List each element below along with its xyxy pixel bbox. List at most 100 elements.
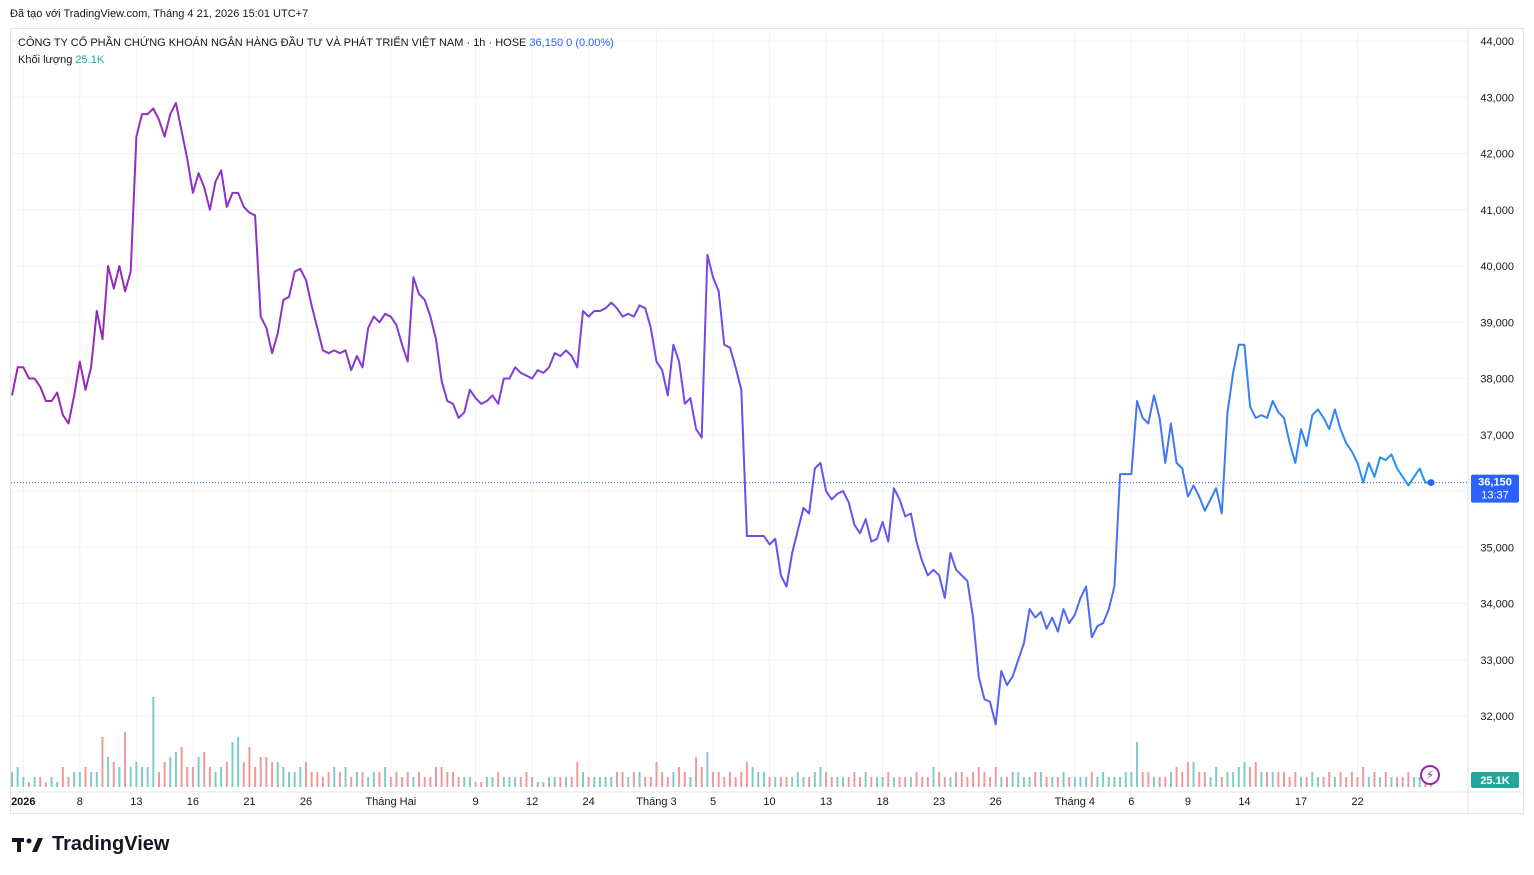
volume-bar	[859, 777, 862, 787]
volume-bar	[1345, 777, 1348, 787]
volume-bar	[989, 777, 992, 787]
chart-header-text: Đã tạo với TradingView.com, Tháng 4 21, …	[10, 8, 309, 20]
volume-bar	[174, 752, 177, 787]
volume-bar	[124, 732, 127, 787]
volume-bar	[1396, 777, 1399, 787]
volume-bar	[830, 777, 833, 787]
volume-bar	[706, 752, 709, 787]
volume-bar	[1237, 767, 1240, 787]
price-change: 0 (0.00%)	[566, 37, 614, 49]
x-tick-label: 13	[820, 796, 832, 808]
volume-bar	[638, 772, 641, 787]
volume-bar	[525, 772, 528, 787]
volume-bar	[463, 777, 466, 787]
volume-bar	[327, 772, 330, 787]
volume-bar	[231, 742, 234, 787]
y-tick-label: 32,000	[1480, 711, 1514, 723]
x-tick-label: Tháng 4	[1055, 796, 1095, 808]
price-line	[11, 101, 1431, 726]
chart-frame	[10, 28, 1524, 814]
volume-bar	[1254, 762, 1257, 787]
volume-bar	[1085, 777, 1088, 787]
volume-bar	[655, 762, 658, 787]
volume-bar	[361, 772, 364, 787]
volume-bar	[587, 777, 590, 787]
volume-bar	[1079, 777, 1082, 787]
y-tick-label: 35,000	[1480, 542, 1514, 554]
volume-label: Khối lượng	[18, 54, 73, 66]
volume-bar	[107, 757, 110, 787]
volume-bar	[208, 767, 211, 787]
volume-bar	[689, 777, 692, 787]
x-tick-label: 5	[710, 796, 716, 808]
volume-bar	[1356, 777, 1359, 787]
volume-bar	[915, 772, 918, 787]
volume-bar	[762, 772, 765, 787]
volume-bar	[135, 762, 138, 787]
volume-bar	[429, 777, 432, 787]
volume-bar	[909, 777, 912, 787]
volume-bar	[519, 777, 522, 787]
volume-bar	[1350, 772, 1353, 787]
volume-bar	[395, 772, 398, 787]
volume-bar	[1226, 772, 1229, 787]
volume-bar	[666, 777, 669, 787]
volume-bar	[723, 777, 726, 787]
volume-bar	[621, 772, 624, 787]
x-tick-label: 26	[990, 796, 1002, 808]
volume-bar	[531, 777, 534, 787]
legend-symbol-row: CÔNG TY CỔ PHẦN CHỨNG KHOÁN NGÂN HÀNG ĐẦ…	[18, 35, 614, 52]
volume-bar	[1181, 772, 1184, 787]
x-tick-label: 14	[1238, 796, 1250, 808]
volume-bar	[1158, 777, 1161, 787]
volume-bar	[1266, 772, 1269, 787]
volume-bar	[745, 762, 748, 787]
volume-bar	[1136, 742, 1139, 787]
volume-bar	[67, 777, 70, 787]
volume-bar	[966, 777, 969, 787]
volume-bar	[84, 767, 87, 787]
lightning-icon[interactable]: ⚡	[1420, 765, 1440, 785]
volume-bar	[565, 777, 568, 787]
volume-bar	[751, 767, 754, 787]
volume-bar	[1271, 772, 1274, 787]
volume-bar	[451, 772, 454, 787]
volume-bar	[468, 777, 471, 787]
volume-bar	[152, 697, 155, 787]
volume-bar	[542, 782, 545, 787]
x-tick-label: 10	[763, 796, 775, 808]
symbol-name[interactable]: CÔNG TY CỔ PHẦN CHỨNG KHOÁN NGÂN HÀNG ĐẦ…	[18, 37, 527, 49]
volume-bar	[921, 777, 924, 787]
y-tick-label: 39,000	[1480, 317, 1514, 329]
volume-bar	[141, 767, 144, 787]
volume-bar	[276, 762, 279, 787]
volume-bar	[95, 772, 98, 787]
last-price-label: 36,150	[1478, 477, 1512, 489]
volume-bar	[853, 772, 856, 787]
volume-bar	[27, 782, 30, 787]
volume-bar	[180, 747, 183, 787]
volume-bar	[1062, 772, 1065, 787]
volume-bar	[1000, 777, 1003, 787]
y-tick-label: 43,000	[1480, 92, 1514, 104]
volume-bar	[1124, 772, 1127, 787]
volume-bar	[1232, 772, 1235, 787]
volume-bar	[842, 777, 845, 787]
volume-bar	[1384, 772, 1387, 787]
last-price-label-bg	[1471, 474, 1519, 503]
x-tick-label: 2026	[11, 796, 35, 808]
y-tick-label: 38,000	[1480, 374, 1514, 386]
volume-bar	[881, 777, 884, 787]
volume-bar	[1283, 772, 1286, 787]
volume-bar	[1056, 777, 1059, 787]
volume-bar	[712, 772, 715, 787]
volume-bar	[1299, 777, 1302, 787]
volume-bar	[56, 782, 59, 787]
volume-bar	[615, 772, 618, 787]
x-tick-label: 12	[526, 796, 538, 808]
tradingview-logo[interactable]: TradingView	[12, 833, 169, 856]
volume-bar	[480, 782, 483, 787]
volume-bar	[955, 772, 958, 787]
volume-bar	[1005, 777, 1008, 787]
